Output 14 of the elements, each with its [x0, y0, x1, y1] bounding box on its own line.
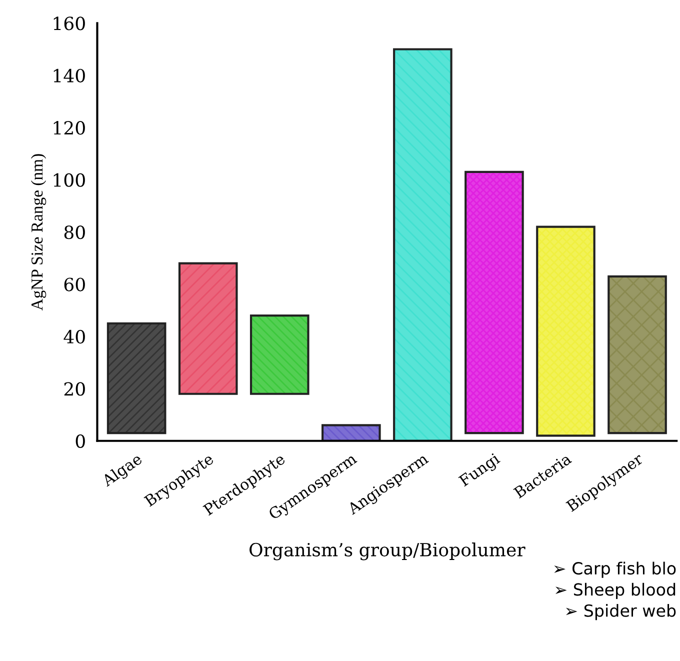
y-tick-label: 80: [64, 225, 85, 240]
text: ➢ Carp fish blo: [554, 562, 676, 578]
y-tick-label: 40: [64, 330, 85, 344]
y-tick-label: 20: [64, 382, 85, 396]
x-axis-title: Organism’s group/Biopolumer: [250, 542, 526, 560]
y-axis-title: AgNP Size Range (nm): [30, 154, 46, 310]
y-tick-label: 0: [76, 434, 85, 448]
y-tick-label: 120: [54, 121, 85, 135]
y-tick-label: 60: [64, 278, 85, 292]
text: ➢ Spider web: [566, 604, 676, 620]
y-tick-label: 160: [54, 16, 85, 30]
y-tick-label: 100: [54, 173, 85, 187]
text: ➢ Sheep blood: [555, 582, 676, 599]
y-tick-label: 140: [54, 68, 85, 82]
